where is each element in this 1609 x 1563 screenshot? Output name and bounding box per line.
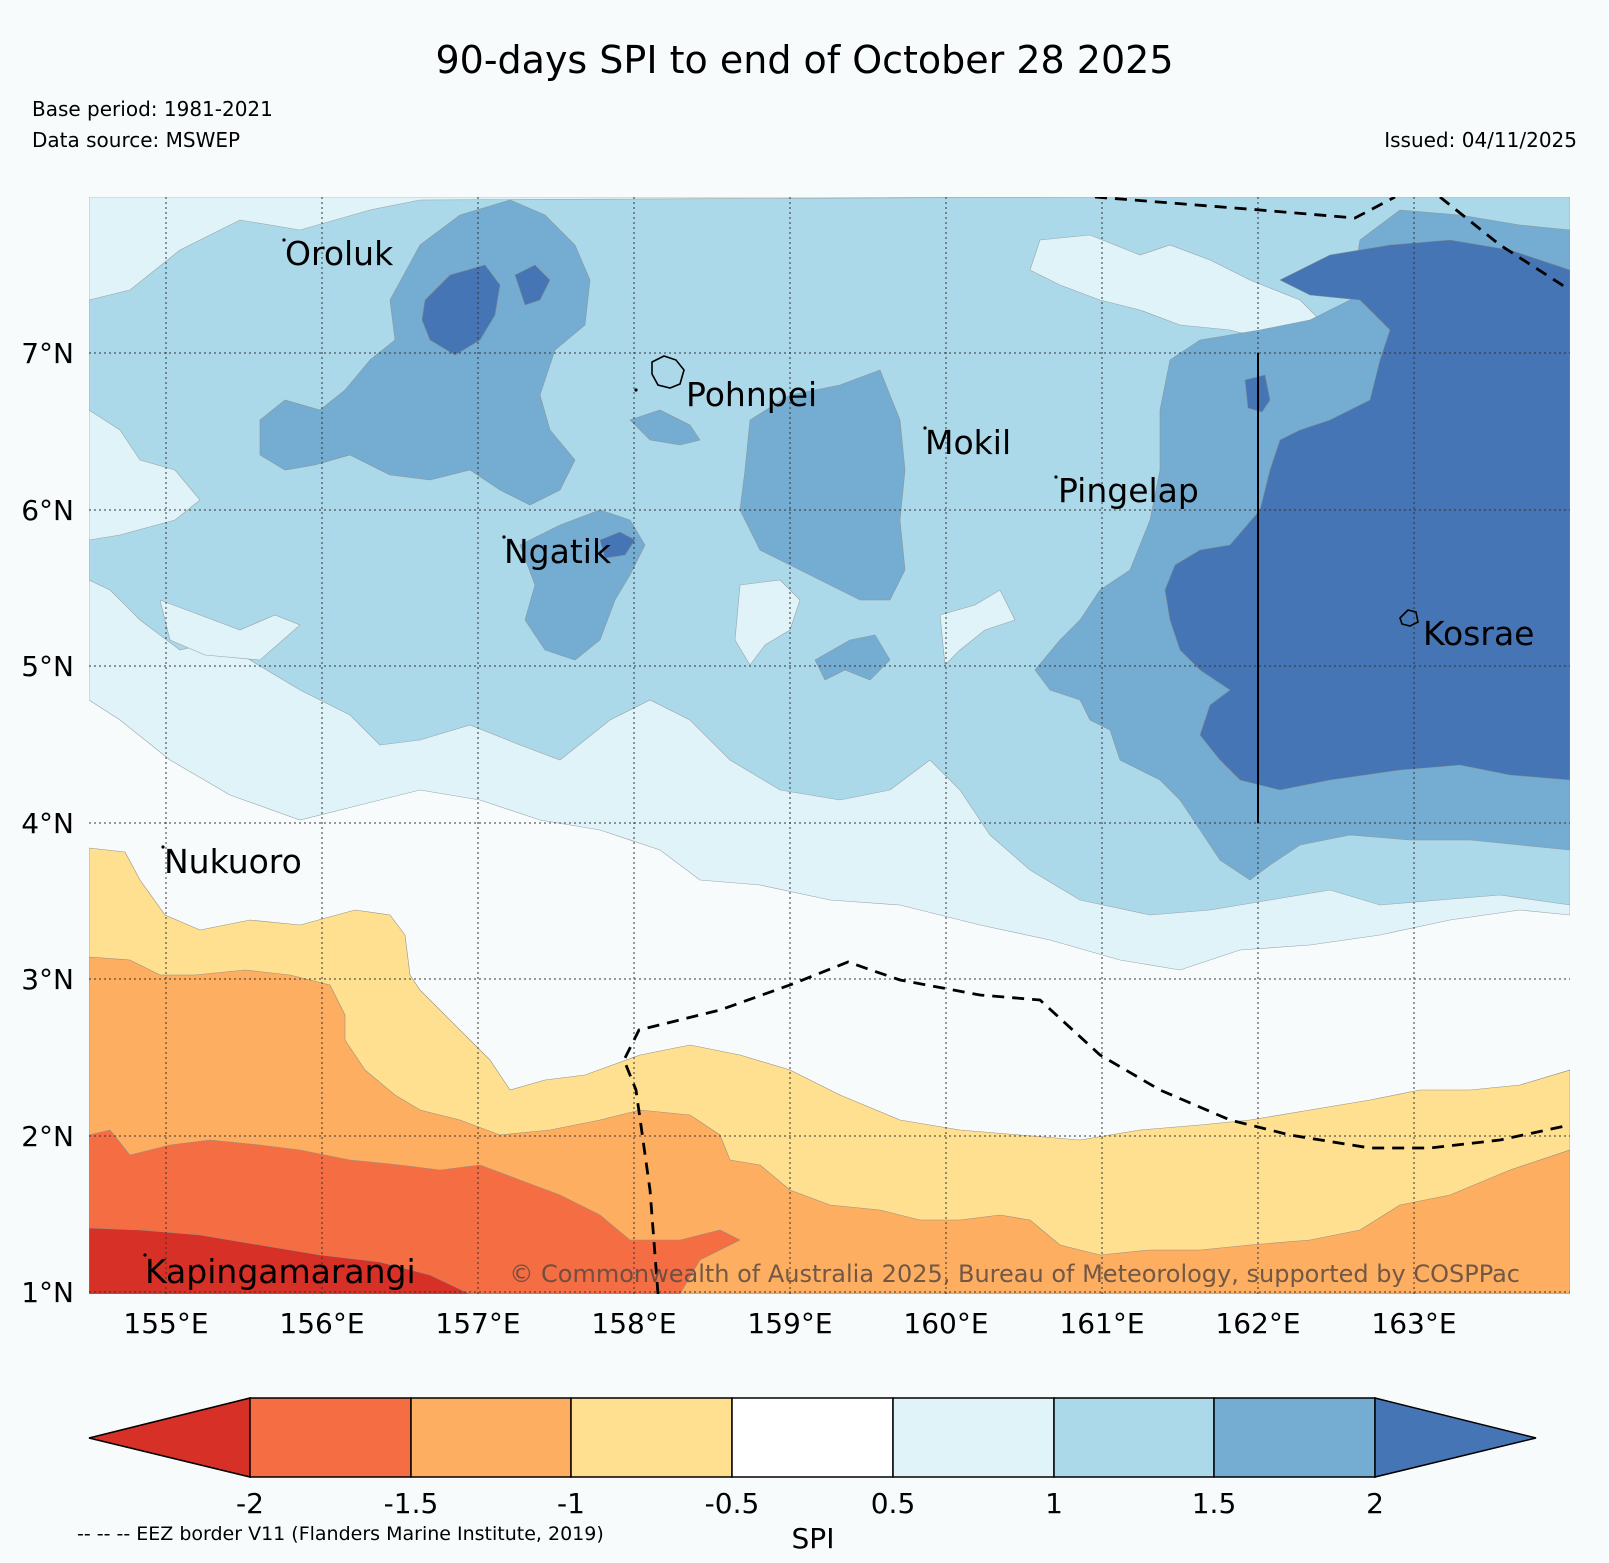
colorbar-tick-minus-1: -1 [557,1487,585,1520]
colorbar-segment-above-2 [1374,1397,1537,1478]
eez-border-northeast [1439,197,1570,292]
spi-wet-0.5-patch-center [734,579,801,666]
place-label-nukuoro: Nukuoro [164,842,302,881]
place-label-kapingamarangi: Kapingamarangi [145,1252,416,1291]
kosrae-island-outline [1399,609,1419,627]
colorbar-tick-1: 1 [1045,1487,1063,1520]
pohnpei-marker [634,388,638,392]
colorbar-segment-below-minus-2 [88,1397,251,1478]
colorbar-segment-near-normal [731,1397,894,1478]
colorbar-segment-0.5 [892,1397,1055,1478]
oroluk-marker [282,238,286,242]
data-source: Data source: MSWEP [32,128,241,152]
colorbar-tick-minus-0.5: -0.5 [705,1487,760,1520]
issued-date: Issued: 04/11/2025 [1384,128,1577,152]
spi-wet-0.5-patch-west [89,409,201,541]
lon-label-162: 162°E [1215,1307,1300,1340]
lon-label-161: 161°E [1059,1307,1144,1340]
spi-wet-2.0-area-kosrae [1164,239,1570,791]
nukuoro-marker [161,845,165,849]
pingelap-marker [1054,475,1058,479]
spi-wet-2.0-area-oroluk [421,264,501,356]
lat-label-1: 1°N [21,1276,74,1309]
place-label-kosrae: Kosrae [1423,614,1534,653]
lon-label-159: 159°E [747,1307,832,1340]
lat-label-2: 2°N [21,1120,74,1153]
eez-border-north [1094,197,1396,220]
copyright-text: © Commonwealth of Australia 2025, Bureau… [509,1260,1520,1288]
spi-wet-0.5-patch-south [159,599,301,661]
colorbar-tick-2: 2 [1366,1487,1384,1520]
lon-label-163: 163°E [1371,1307,1456,1340]
map-title: 90-days SPI to end of October 28 2025 [435,38,1174,82]
grid-lines [89,197,1570,1294]
lat-label-4: 4°N [21,807,74,840]
colorbar-tick-1.5: 1.5 [1192,1487,1237,1520]
colorbar-tick-minus-1.5: -1.5 [384,1487,439,1520]
place-label-pingelap: Pingelap [1058,471,1199,510]
lon-label-157: 157°E [435,1307,520,1340]
colorbar-tick-minus-2: -2 [236,1487,264,1520]
spi-wet-0.5-patch-east [939,589,1016,666]
colorbar-segment-1 [1053,1397,1215,1478]
colorbar-segment-1.5 [1213,1397,1376,1478]
latitude-axis: 1°N 2°N 3°N 4°N 5°N 6°N 7°N [21,337,74,1309]
colorbar-segment-minus-1 [570,1397,733,1478]
longitude-axis: 155°E 156°E 157°E 158°E 159°E 160°E 161°… [123,1307,1456,1340]
spi-dry-2.0-area [89,1227,471,1294]
lon-label-158: 158°E [591,1307,676,1340]
place-label-pohnpei: Pohnpei [686,375,817,414]
eez-legend-note: -- -- -- EEZ border V11 (Flanders Marine… [77,1523,604,1545]
lon-label-155: 155°E [123,1307,208,1340]
base-period: Base period: 1981-2021 [32,97,273,121]
lon-label-160: 160°E [903,1307,988,1340]
lat-label-7: 7°N [21,337,74,370]
colorbar-segment-minus-1.5 [410,1397,572,1478]
mokil-marker [923,426,927,430]
lat-label-6: 6°N [21,494,74,527]
place-label-mokil: Mokil [925,423,1011,462]
kapingamarangi-marker [143,1253,147,1257]
spi-wet-1.5-area-small [814,634,891,681]
colorbar: -2 -1.5 -1 -0.5 0.5 1 1.5 2 SPI [88,1397,1537,1555]
place-label-oroluk: Oroluk [285,234,394,273]
colorbar-segment-minus-2 [249,1397,412,1478]
place-labels: Oroluk Pohnpei Mokil Pingelap Ngatik Kos… [143,234,1534,1291]
spi-wet-1.5-area-central [739,369,906,601]
colorbar-label: SPI [792,1522,835,1555]
eez-border-south [622,960,1570,1294]
pohnpei-island-outline [651,355,685,389]
spi-wet-2.0-area-small-north [514,264,551,306]
spi-wet-1.5-area-pohnpei [629,409,701,446]
place-label-ngatik: Ngatik [504,532,612,571]
colorbar-tick-0.5: 0.5 [871,1487,916,1520]
lon-label-156: 156°E [279,1307,364,1340]
lat-label-3: 3°N [21,963,74,996]
lat-label-5: 5°N [21,650,74,683]
ngatik-marker [502,535,506,539]
eez-borders [622,197,1570,1294]
spi-wet-2.0-area-ngatik [599,531,636,559]
spi-contours [89,197,1570,1294]
